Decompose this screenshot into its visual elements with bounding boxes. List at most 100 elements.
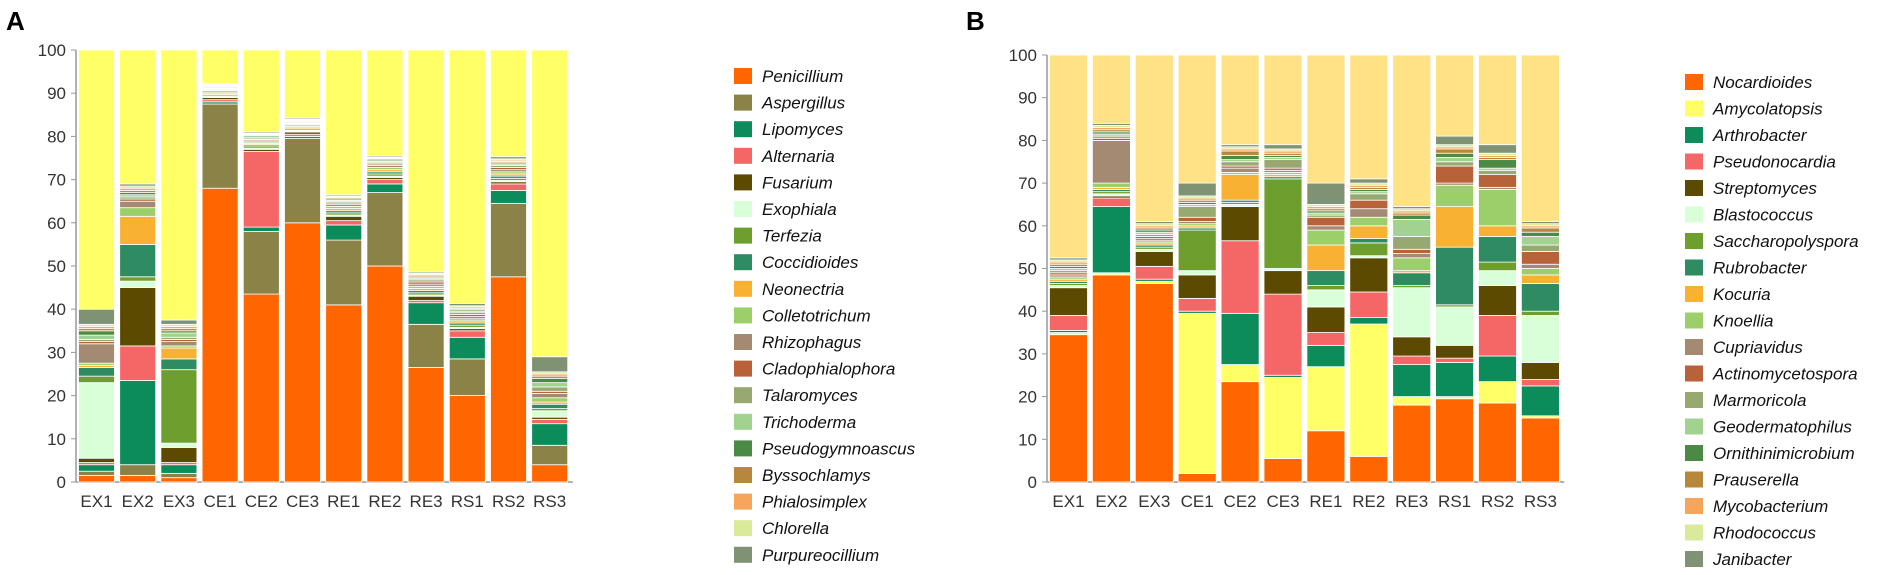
bar-segment-cupriavidus-ex2	[1092, 139, 1131, 184]
bar-segment-pseudonocardia-ce2	[1220, 240, 1260, 314]
x-tick-label: EX1	[1052, 492, 1084, 511]
bar-segment-amycolatopsis-ce2	[1220, 364, 1260, 383]
legend-swatch	[1685, 233, 1703, 249]
legend-label: Cladophialophora	[762, 360, 895, 379]
bar-segment-prauserella-rs1	[1435, 148, 1474, 154]
bar-segment-lipomyces-rs3	[531, 423, 569, 446]
bar-segment-trichoderma-rs3	[531, 382, 569, 388]
x-tick-label: CE3	[1266, 492, 1299, 511]
bar-segment-arthrobacter-ce2	[1220, 312, 1260, 365]
legend-label: Blastococcus	[1713, 206, 1814, 225]
x-tick-label: RS1	[451, 492, 484, 511]
bar-segment-alternaria-ex2	[119, 345, 157, 381]
legend-swatch	[734, 387, 752, 404]
bar-segment-pseudonocardia-ce1	[1177, 297, 1217, 312]
bar-segment-streptomyces-ex1	[1049, 287, 1088, 316]
bar-segment-marmoricola-rs3	[1521, 244, 1560, 252]
legend-swatch	[734, 121, 752, 138]
legend-swatch	[734, 254, 752, 271]
legend-label: Rhizophagus	[762, 333, 862, 352]
bar-segment-actinomycetospora-rs3	[1521, 251, 1560, 265]
bar-segment-nocardioides-re1	[1306, 430, 1346, 483]
legend-swatch	[734, 546, 752, 563]
bar-segment-kocuria-rs1	[1435, 206, 1474, 248]
bar-segment-neonectria-ex3	[160, 347, 198, 360]
legend-swatch	[1685, 471, 1703, 488]
bar-segment-alternaria-re2	[366, 179, 404, 185]
bar-segment-lipomyces-rs2	[490, 189, 527, 204]
bar-segment-pseudonocardia-rs2	[1478, 315, 1517, 357]
y-tick-label: 70	[47, 171, 66, 190]
bar-segment-pseudonocardia-re2	[1349, 291, 1389, 319]
legend-label: Purpureocillium	[762, 546, 879, 565]
bar-segment-kocuria-rs3	[1521, 274, 1560, 284]
y-tick-label: 80	[47, 127, 66, 146]
bar-segment-rhizophagus-rs3	[531, 393, 569, 399]
bar-segment-amycolatopsis-re1	[1306, 366, 1346, 432]
y-tick-label: 10	[47, 430, 66, 449]
bar-segment-nocardioides-ce1	[1177, 473, 1217, 483]
legend-label: Rubrobacter	[1713, 259, 1808, 278]
legend-label: Amycolatopsis	[1712, 100, 1823, 119]
bar-segment-terfezia-ex2	[119, 276, 157, 282]
legend-label: Actinomycetospora	[1712, 365, 1858, 384]
legend-swatch	[1685, 312, 1703, 329]
y-tick-label: 80	[1018, 131, 1037, 150]
bar-segment-fusarium-ex1	[78, 457, 115, 463]
bar-segment-janibacter-re2	[1349, 178, 1389, 184]
x-tick-label: EX3	[163, 492, 195, 511]
x-tick-label: RS3	[533, 492, 566, 511]
bar-segment-coccidioides-ex3	[160, 358, 198, 371]
bar-segment-nocardioides-ex3	[1134, 283, 1174, 483]
bar-segment-blastococcus-rs1	[1435, 306, 1474, 346]
y-tick-label: 40	[47, 300, 66, 319]
bar-segment-geodermatophilus-rs1	[1435, 157, 1474, 163]
legend-swatch	[734, 360, 752, 377]
legend-label: Nocardioides	[1713, 73, 1813, 92]
bar-segment-ornithinimicrobium-rs1	[1435, 152, 1474, 158]
bar-segment-lipomyces-re2	[366, 183, 404, 193]
bar-segment-amycolatopsis-rs2	[1478, 381, 1517, 404]
legend-label: Neonectria	[762, 280, 844, 299]
bar-segment-rubrobacter-re2	[1349, 238, 1389, 244]
legend-label: Exophiala	[762, 200, 837, 219]
bar-segment-alternaria-rs3	[531, 418, 569, 425]
legend-swatch	[1685, 180, 1703, 196]
bar-segment-actinomycetospora-re2	[1349, 199, 1389, 210]
bar-segment-rubrobacter-rs3	[1521, 283, 1560, 312]
bar-segment-other-ce2	[242, 49, 280, 133]
bar-segment-aspergillus-ce1	[201, 103, 239, 189]
bar-segment-other-re3	[1392, 54, 1432, 207]
bar-segment-other-rs3	[531, 49, 569, 358]
bar-segment-other-ce1	[201, 49, 239, 85]
bar-segment-streptomyces-rs3	[1521, 362, 1560, 380]
legend-label: Rhodococcus	[1713, 524, 1817, 543]
y-tick-label: 50	[47, 257, 66, 276]
bar-segment-fusarium-ex2	[119, 287, 157, 347]
legend-swatch	[1685, 74, 1703, 90]
legend-swatch	[1685, 127, 1703, 143]
bar-segment-penicillium-ex2	[119, 475, 157, 483]
bar-segment-other-rs2	[1478, 54, 1517, 146]
bar-segment-actinomycetospora-ce1	[1177, 216, 1217, 222]
bar-segment-ornithinimicrobium-re3	[1392, 214, 1432, 220]
x-tick-label: EX2	[122, 492, 154, 511]
legend-label: Chlorella	[762, 519, 829, 538]
bar-segment-rhizophagus-ex1	[78, 343, 115, 364]
bar-segment-other-rs3	[1521, 54, 1560, 222]
y-tick-label: 60	[1018, 217, 1037, 236]
bar-segment-prauserella-ce2	[1220, 150, 1260, 156]
bar-segment-marmoricola-ce3	[1263, 159, 1303, 169]
y-tick-label: 20	[47, 387, 66, 406]
bar-segment-exophiala-ex3	[160, 442, 198, 448]
bar-segment-actinomycetospora-rs1	[1435, 165, 1474, 184]
bar-segment-colletotrichum-ex2	[119, 207, 157, 217]
bar-segment-nocardioides-re3	[1392, 404, 1432, 483]
legend-swatch	[1685, 153, 1703, 170]
x-tick-label: RE2	[368, 492, 401, 511]
bar-segment-janibacter-ce3	[1263, 144, 1303, 150]
bar-segment-other-ce3	[284, 49, 321, 119]
bar-segment-terfezia-ex1	[78, 375, 115, 384]
bar-segment-other-re3	[407, 49, 445, 273]
legend-swatch	[1685, 418, 1703, 435]
